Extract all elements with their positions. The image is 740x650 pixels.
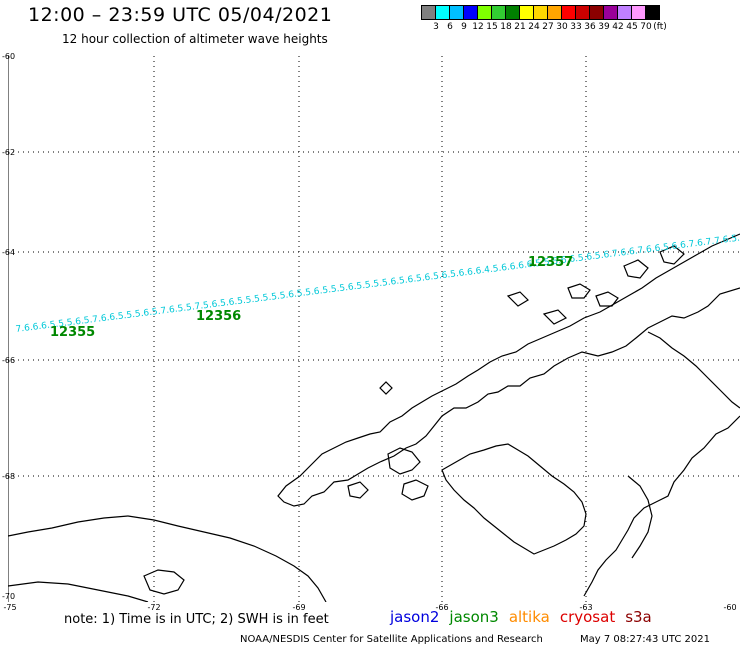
scale-label: 12	[472, 22, 484, 32]
scale-label: 15	[486, 22, 498, 32]
credit-text: NOAA/NESDIS Center for Satellite Applica…	[240, 634, 543, 645]
scale-label: 21	[514, 22, 526, 32]
scale-label: 36	[584, 22, 596, 32]
coastline-island-6	[623, 259, 649, 279]
generated-time: May 7 08:27:43 UTC 2021	[580, 634, 710, 645]
lat-label--66: -66	[2, 356, 16, 365]
coastline-thurston	[143, 569, 185, 595]
scale-swatch	[617, 5, 632, 20]
coastline-east-sound	[627, 475, 653, 559]
scale-swatch	[519, 5, 534, 20]
units-note: note: 1) Time is in UTC; 2) SWH is in fe…	[64, 612, 329, 627]
lat-label--68: -68	[2, 472, 16, 481]
scale-label: (ft)	[653, 22, 667, 32]
lon-label--60: -60	[723, 603, 737, 612]
scale-swatch	[561, 5, 576, 20]
scale-swatch	[603, 5, 618, 20]
coastline-island-5	[595, 291, 619, 307]
lon-label--66: -66	[435, 603, 449, 612]
coastline-peninsula-east	[583, 415, 740, 597]
lon-label--63: -63	[579, 603, 593, 612]
scale-swatch	[575, 5, 590, 20]
legend-cryosat: cryosat	[559, 608, 616, 626]
jason3-label-1: 12355	[50, 325, 95, 340]
coastline-east-inland	[647, 331, 740, 409]
coastline-island-9	[542, 309, 568, 325]
lon-label--75: -75	[3, 603, 17, 612]
wave-height-map: 7.6.6.6.5.5.5.6.5.7.6.6.5.5.5.6.5.7.6.5.…	[8, 56, 740, 602]
scale-swatch	[463, 5, 478, 20]
lat-label--60: -60	[2, 52, 16, 61]
scale-label: 45	[626, 22, 638, 32]
scale-swatch	[505, 5, 520, 20]
scale-label: 6	[447, 22, 453, 32]
jason3-label-2: 12356	[196, 309, 241, 324]
scale-swatch	[477, 5, 492, 20]
coastline-alexander-island	[441, 443, 587, 555]
scale-swatch	[533, 5, 548, 20]
lat-label--62: -62	[2, 148, 16, 157]
map-title: 12:00 – 23:59 UTC 05/04/2021	[28, 4, 333, 26]
coastline-island-1	[387, 447, 421, 475]
legend-altika: altika	[508, 608, 550, 626]
scale-swatch	[491, 5, 506, 20]
coastline-island-2	[401, 479, 429, 501]
track-jason3-labels: 12355 12356 12357	[50, 255, 573, 340]
scale-label: 70	[640, 22, 652, 32]
scale-swatch	[631, 5, 646, 20]
satellite-legend: jason2 jason3 altika cryosat s3a	[390, 608, 652, 626]
scale-swatch	[435, 5, 450, 20]
coastline-bellingshausen	[8, 515, 327, 602]
scale-label: 39	[598, 22, 610, 32]
legend-jason3: jason3	[449, 608, 499, 626]
scale-label: 27	[542, 22, 554, 32]
latitude-gridlines	[8, 151, 740, 477]
coastline-island-3	[347, 481, 369, 499]
scale-swatch	[547, 5, 562, 20]
coastline-island-7	[659, 245, 685, 265]
legend-s3a: s3a	[625, 608, 652, 626]
coastline-island-8	[506, 291, 529, 307]
track-values-text: 7.6.6.6.5.5.5.6.5.7.6.6.5.5.5.6.5.7.6.5.…	[15, 205, 740, 335]
scale-label: 33	[570, 22, 582, 32]
lat-label--70: -70	[2, 592, 16, 601]
coastline-southwest	[8, 581, 149, 602]
scale-swatch	[449, 5, 464, 20]
scale-label: 24	[528, 22, 540, 32]
longitude-gridlines	[153, 56, 587, 602]
coastlines	[8, 233, 740, 602]
scale-label: 42	[612, 22, 624, 32]
track-jason2: 7.6.6.6.5.5.5.6.5.7.6.6.5.5.5.6.5.7.6.5.…	[15, 205, 740, 335]
scale-label: 18	[500, 22, 512, 32]
scale-label: 30	[556, 22, 568, 32]
scale-swatch	[421, 5, 436, 20]
lat-label--64: -64	[2, 248, 16, 257]
coastline-peninsula-west	[277, 233, 740, 507]
scale-swatch	[645, 5, 660, 20]
scale-label: 3	[433, 22, 439, 32]
legend-jason2: jason2	[390, 608, 440, 626]
color-scale	[421, 5, 660, 20]
scale-label: 9	[461, 22, 467, 32]
coastline-island-10	[379, 381, 393, 395]
jason3-label-3: 12357	[528, 255, 573, 270]
coastline-island-4	[567, 283, 591, 299]
scale-swatch	[589, 5, 604, 20]
lon-label--69: -69	[292, 603, 306, 612]
map-subtitle: 12 hour collection of altimeter wave hei…	[62, 32, 328, 46]
lon-label--72: -72	[147, 603, 161, 612]
